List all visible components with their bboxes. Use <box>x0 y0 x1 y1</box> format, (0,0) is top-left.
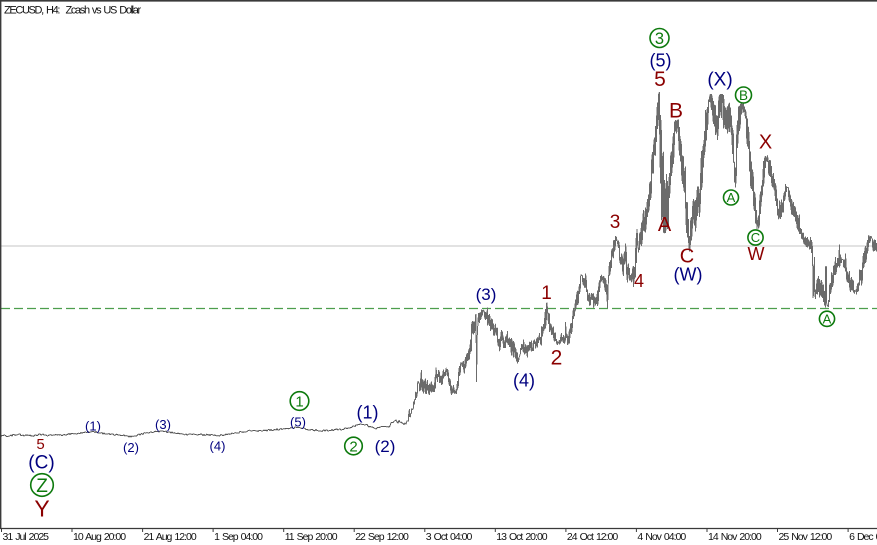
svg-text:24 Oct 12:00: 24 Oct 12:00 <box>567 531 618 543</box>
svg-text:(C): (C) <box>28 453 54 474</box>
svg-text:4: 4 <box>634 271 644 291</box>
svg-text:(3): (3) <box>155 417 171 432</box>
svg-text:Z: Z <box>36 476 48 497</box>
svg-text:11 Sep 20:00: 11 Sep 20:00 <box>285 531 338 543</box>
svg-text:5: 5 <box>36 436 44 453</box>
svg-text:(4): (4) <box>513 371 535 391</box>
svg-text:14 Nov 20:00: 14 Nov 20:00 <box>708 531 762 543</box>
svg-text:4 Nov 04:00: 4 Nov 04:00 <box>637 531 686 543</box>
svg-text:(W): (W) <box>674 265 703 285</box>
svg-text:5: 5 <box>654 68 666 91</box>
svg-text:6 Dec 08:00: 6 Dec 08:00 <box>849 531 877 543</box>
svg-text:1: 1 <box>541 283 552 304</box>
svg-text:A: A <box>823 312 832 327</box>
svg-text:B: B <box>739 88 748 103</box>
svg-text:C: C <box>751 230 760 245</box>
svg-text:3: 3 <box>655 30 664 48</box>
svg-text:1 Sep 04:00: 1 Sep 04:00 <box>214 531 263 543</box>
svg-text:2: 2 <box>551 347 563 370</box>
svg-text:C: C <box>680 246 694 268</box>
svg-text:22 Sep 12:00: 22 Sep 12:00 <box>355 531 409 543</box>
svg-text:X: X <box>759 132 772 154</box>
svg-text:W: W <box>748 244 765 264</box>
svg-text:10 Aug 20:00: 10 Aug 20:00 <box>73 531 126 543</box>
svg-text:(3): (3) <box>476 285 497 304</box>
svg-text:Y: Y <box>34 496 49 522</box>
svg-text:2: 2 <box>349 439 357 456</box>
svg-text:31 Jul 2025: 31 Jul 2025 <box>3 531 50 543</box>
svg-text:21 Aug 12:00: 21 Aug 12:00 <box>144 531 197 543</box>
svg-text:(5): (5) <box>650 51 672 71</box>
svg-text:(4): (4) <box>210 439 226 454</box>
svg-text:ZECUSD, H4: Zcash vs US Dolla: ZECUSD, H4: Zcash vs US Dollar <box>4 5 142 17</box>
svg-text:B: B <box>669 100 683 123</box>
svg-text:1: 1 <box>295 394 303 411</box>
svg-text:(X): (X) <box>707 70 732 91</box>
svg-text:A: A <box>727 190 736 205</box>
svg-text:(2): (2) <box>123 440 139 455</box>
svg-text:3: 3 <box>610 212 621 233</box>
svg-text:(2): (2) <box>375 437 396 456</box>
svg-text:25 Nov 12:00: 25 Nov 12:00 <box>779 531 833 543</box>
svg-text:(5): (5) <box>290 415 306 430</box>
svg-text:3 Oct 04:00: 3 Oct 04:00 <box>426 531 473 543</box>
svg-text:(1): (1) <box>85 419 101 434</box>
svg-text:(1): (1) <box>357 403 379 423</box>
svg-text:A: A <box>658 214 672 236</box>
svg-text:13 Oct 20:00: 13 Oct 20:00 <box>496 531 547 543</box>
